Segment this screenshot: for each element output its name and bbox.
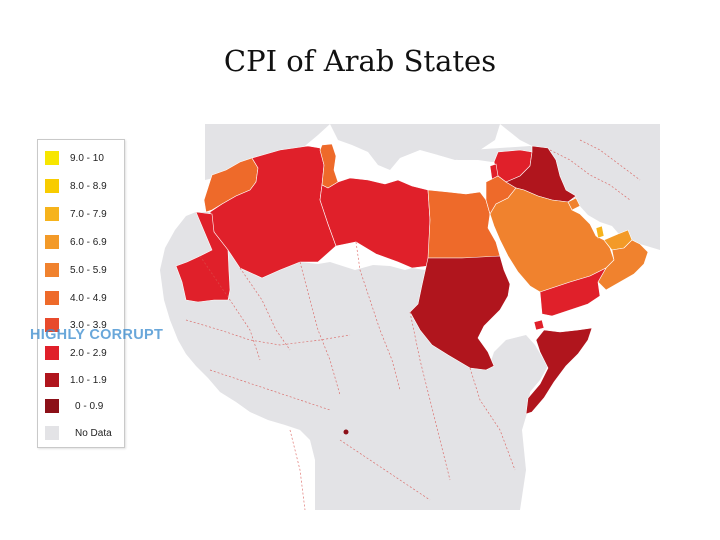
legend-item: 0 - 0.9 (45, 399, 103, 413)
legend-swatch (45, 291, 59, 305)
region-sudan (409, 255, 511, 371)
choropleth-map (156, 124, 660, 510)
region-yemen (539, 267, 607, 317)
region-comoros (343, 429, 349, 435)
legend-swatch (45, 399, 59, 413)
legend-label: 0 - 0.9 (75, 400, 104, 412)
legend-item: 4.0 - 4.9 (45, 291, 107, 305)
region-africa-no-data (160, 212, 548, 510)
region-saudi-arabia (489, 187, 615, 293)
region-caucasus-iran (500, 124, 660, 250)
legend-label: 5.0 - 5.9 (70, 264, 107, 276)
legend-label: 3.0 - 3.9 (70, 319, 107, 331)
legend-item: 9.0 - 10 (45, 151, 104, 165)
map-title: CPI of Arab States (223, 44, 497, 78)
legend-label: No Data (75, 427, 112, 439)
region-djibouti (533, 319, 545, 331)
region-somalia (525, 327, 593, 415)
country-borders (185, 139, 641, 510)
highly-corrupt-annotation: HIGHLY CORRUPT (30, 327, 164, 343)
legend-item: 2.0 - 2.9 (45, 346, 107, 360)
legend-label: 7.0 - 7.9 (70, 208, 107, 220)
legend-item: 7.0 - 7.9 (45, 207, 107, 221)
legend-swatch (45, 373, 59, 387)
legend-swatch (45, 263, 59, 277)
legend-item: 1.0 - 1.9 (45, 373, 107, 387)
legend: 9.0 - 10 8.0 - 8.9 7.0 - 7.9 6.0 - 6.9 5… (37, 139, 125, 448)
legend-swatch (45, 318, 59, 332)
legend-swatch (45, 179, 59, 193)
map-svg (156, 124, 660, 510)
legend-swatch (45, 151, 59, 165)
legend-swatch (45, 426, 59, 440)
legend-label: 1.0 - 1.9 (70, 374, 107, 386)
region-mauritania (175, 211, 231, 303)
legend-item: 3.0 - 3.9 (45, 318, 107, 332)
region-oman (597, 239, 649, 291)
legend-item: No Data (45, 426, 112, 440)
legend-swatch (45, 207, 59, 221)
legend-label: 8.0 - 8.9 (70, 180, 107, 192)
legend-swatch (45, 346, 59, 360)
legend-label: 6.0 - 6.9 (70, 236, 107, 248)
legend-label: 9.0 - 10 (70, 152, 104, 164)
legend-item: 5.0 - 5.9 (45, 263, 107, 277)
legend-label: 2.0 - 2.9 (70, 347, 107, 359)
legend-swatch (45, 235, 59, 249)
legend-item: 8.0 - 8.9 (45, 179, 107, 193)
region-qatar (595, 225, 605, 239)
legend-label: 4.0 - 4.9 (70, 292, 107, 304)
legend-item: 6.0 - 6.9 (45, 235, 107, 249)
